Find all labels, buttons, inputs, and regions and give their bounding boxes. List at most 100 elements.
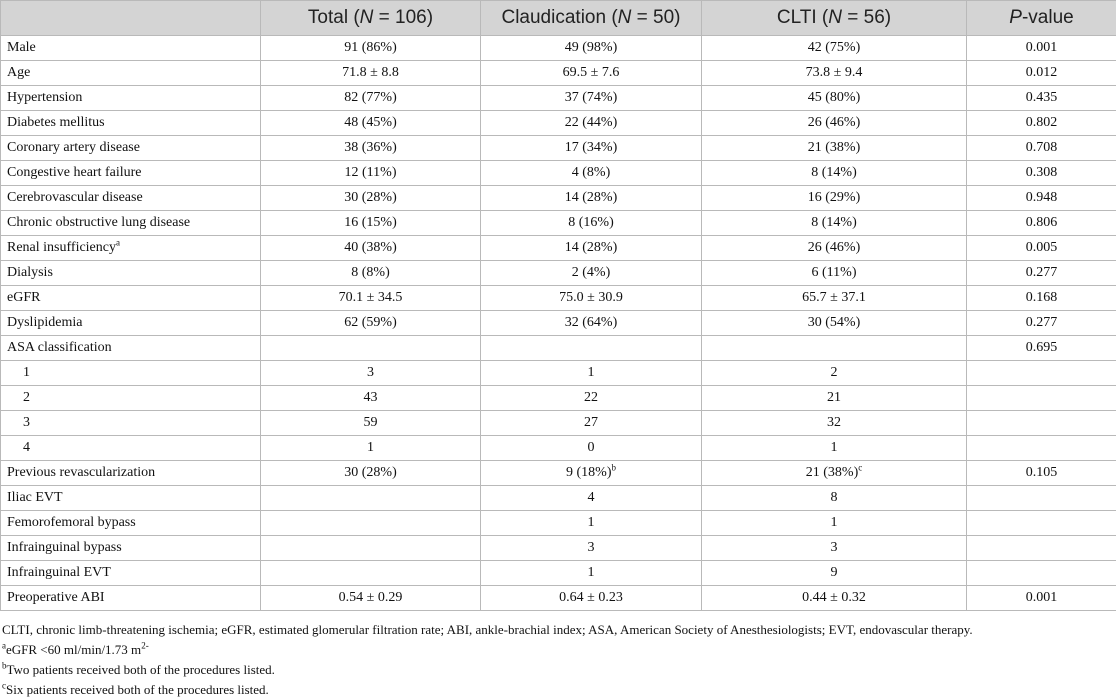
cell-p-value: 0.695 (967, 336, 1116, 361)
cell-total-text: 30 (28%) (344, 190, 397, 205)
cell-clti-text: 1 (831, 440, 838, 455)
footnote-a: aeGFR <60 ml/min/1.73 m2- (2, 640, 1116, 660)
cell-total-text: 0.54 ± 0.29 (339, 590, 403, 605)
cell-claudication: 1 (481, 561, 702, 586)
cell-clti-text: 8 (831, 490, 838, 505)
cell-variable-text: Renal insufficiency (7, 240, 116, 255)
cell-clti-text: 45 (80%) (808, 90, 861, 105)
cell-variable-text: Iliac EVT (7, 490, 63, 505)
cell-clti: 42 (75%) (702, 36, 967, 61)
cell-total-text: 1 (367, 440, 374, 455)
cell-variable-text: Infrainguinal EVT (7, 565, 111, 580)
cell-variable-text: Age (7, 65, 30, 80)
cell-clti-text: 30 (54%) (808, 315, 861, 330)
cell-claudication-footnote-marker: b (612, 462, 617, 472)
cell-total-text: 3 (367, 365, 374, 380)
cell-total: 30 (28%) (261, 186, 481, 211)
cell-claudication: 1 (481, 361, 702, 386)
cell-variable: Coronary artery disease (1, 136, 261, 161)
table-row: Femorofemoral bypass 1 1 (1, 511, 1116, 536)
cell-clti-text: 2 (831, 365, 838, 380)
cell-variable-text: 1 (23, 365, 30, 380)
cell-claudication: 14 (28%) (481, 236, 702, 261)
cell-clti: 2 (702, 361, 967, 386)
cell-total (261, 486, 481, 511)
cell-clti: 16 (29%) (702, 186, 967, 211)
cell-variable-text: Dyslipidemia (7, 315, 82, 330)
footnote-b-text: Two patients received both of the proced… (7, 662, 275, 677)
cell-variable-text: Chronic obstructive lung disease (7, 215, 190, 230)
cell-p-value (967, 411, 1116, 436)
footnote-a-text: eGFR <60 ml/min/1.73 m (6, 642, 141, 657)
cell-clti: 26 (46%) (702, 111, 967, 136)
footnote-c-text: Six patients received both of the proced… (6, 682, 269, 697)
footnote-b: bTwo patients received both of the proce… (2, 660, 1116, 680)
cell-claudication: 0 (481, 436, 702, 461)
cell-variable-text: Preoperative ABI (7, 590, 105, 605)
cell-variable-text: Infrainguinal bypass (7, 540, 122, 555)
cell-total (261, 336, 481, 361)
footnotes: CLTI, chronic limb-threatening ischemia;… (0, 620, 1116, 700)
cell-p-value: 0.001 (967, 586, 1116, 611)
cell-claudication: 4 (481, 486, 702, 511)
cell-total: 43 (261, 386, 481, 411)
cell-total: 40 (38%) (261, 236, 481, 261)
cell-total: 38 (36%) (261, 136, 481, 161)
cell-total: 30 (28%) (261, 461, 481, 486)
cell-variable: Infrainguinal EVT (1, 561, 261, 586)
cell-variable-text: ASA classification (7, 340, 112, 355)
cell-total-text: 40 (38%) (344, 240, 397, 255)
cell-clti-text: 21 (38%) (806, 465, 859, 480)
cell-claudication: 14 (28%) (481, 186, 702, 211)
cell-clti-text: 1 (831, 515, 838, 530)
cell-clti: 32 (702, 411, 967, 436)
cell-total: 48 (45%) (261, 111, 481, 136)
cell-claudication-text: 0 (588, 440, 595, 455)
cell-p-value-text: 0.708 (1026, 140, 1058, 155)
cell-claudication: 69.5 ± 7.6 (481, 61, 702, 86)
cell-claudication-text: 14 (28%) (565, 190, 618, 205)
cell-clti: 3 (702, 536, 967, 561)
cell-variable-text: 3 (23, 415, 30, 430)
cell-total-text: 71.8 ± 8.8 (342, 65, 399, 80)
cell-total-text: 43 (364, 390, 378, 405)
cell-claudication-text: 17 (34%) (565, 140, 618, 155)
cell-clti: 1 (702, 511, 967, 536)
cell-clti: 21 (702, 386, 967, 411)
cell-claudication-text: 1 (588, 515, 595, 530)
cell-p-value: 0.005 (967, 236, 1116, 261)
cell-claudication: 37 (74%) (481, 86, 702, 111)
cell-claudication-text: 32 (64%) (565, 315, 618, 330)
cell-clti: 73.8 ± 9.4 (702, 61, 967, 86)
cell-clti-text: 65.7 ± 37.1 (802, 290, 866, 305)
cell-p-value-text: 0.001 (1026, 590, 1058, 605)
cell-total (261, 536, 481, 561)
cell-variable: eGFR (1, 286, 261, 311)
cell-claudication: 0.64 ± 0.23 (481, 586, 702, 611)
cell-p-value (967, 511, 1116, 536)
cell-total-text: 82 (77%) (344, 90, 397, 105)
cell-p-value: 0.277 (967, 311, 1116, 336)
header-variable (1, 1, 261, 36)
cell-variable: Hypertension (1, 86, 261, 111)
cell-claudication: 32 (64%) (481, 311, 702, 336)
cell-clti-text: 42 (75%) (808, 40, 861, 55)
cell-variable: Femorofemoral bypass (1, 511, 261, 536)
cell-p-value: 0.012 (967, 61, 1116, 86)
cell-clti-text: 16 (29%) (808, 190, 861, 205)
cell-variable: Iliac EVT (1, 486, 261, 511)
header-clti: CLTI (N = 56) (702, 1, 967, 36)
cell-clti: 8 (14%) (702, 211, 967, 236)
cell-total: 59 (261, 411, 481, 436)
cell-variable-text: Femorofemoral bypass (7, 515, 136, 530)
cell-claudication-text: 22 (44%) (565, 115, 618, 130)
cell-claudication-text: 4 (588, 490, 595, 505)
cell-claudication-text: 4 (8%) (572, 165, 611, 180)
cell-claudication-text: 0.64 ± 0.23 (559, 590, 623, 605)
cell-p-value-text: 0.695 (1026, 340, 1058, 355)
